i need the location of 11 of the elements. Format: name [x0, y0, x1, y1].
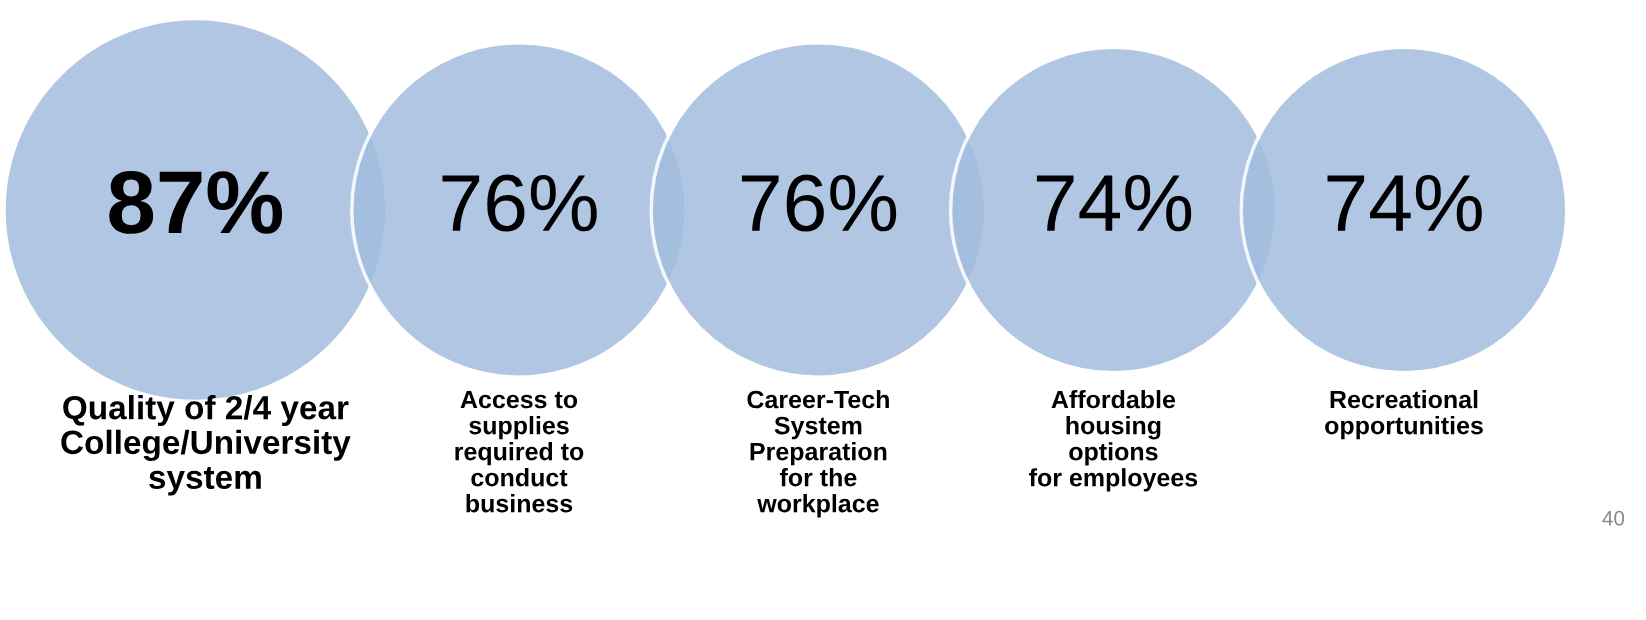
- data-label: 87%: [109, 170, 283, 234]
- category-label: Access to supplies required to conduct business: [455, 390, 584, 513]
- data-label: 76%: [442, 174, 597, 232]
- text: 40: [1602, 510, 1625, 526]
- category-label: Affordable housing options for employees: [1029, 390, 1198, 492]
- category-label: Career-Tech System Preparation for the workplace: [747, 390, 889, 518]
- data-label: 76%: [741, 174, 897, 232]
- data-label: 74%: [1036, 174, 1192, 232]
- category-label: Quality of 2/4 year College/University system: [61, 395, 351, 496]
- category-label: Recreational opportunities: [1325, 390, 1483, 440]
- data-label: 74%: [1327, 174, 1482, 232]
